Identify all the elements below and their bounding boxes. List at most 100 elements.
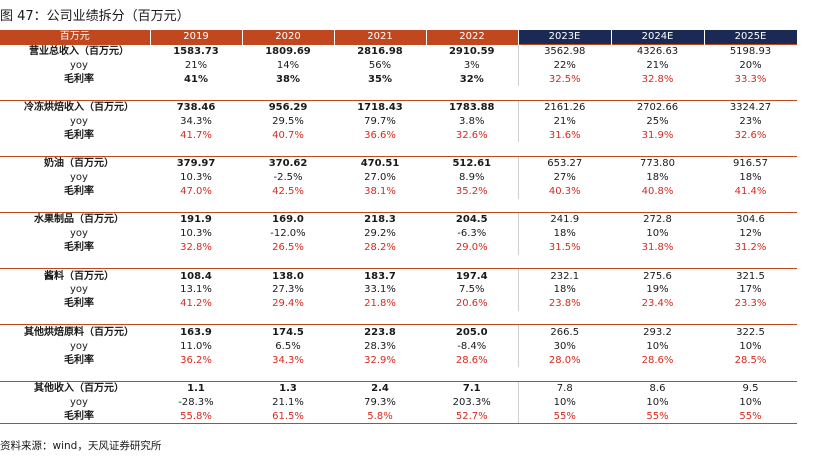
row-label: 其他烘焙原料（百万元）: [0, 324, 150, 340]
yoy-value: 21%: [646, 59, 669, 71]
revenue-value: 191.9: [150, 212, 242, 227]
segment-margin-row: 毛利率 36.2% 34.3% 32.9% 28.6% 28.0% 28.6% 28.5%: [0, 353, 797, 368]
margin-value: 26.5%: [272, 242, 304, 254]
margin-value: 55%: [517, 409, 611, 424]
revenue-value: 5198.93: [704, 43, 797, 59]
segment-yoy-row: yoy -28.3% 21.1% 79.3% 203.3% 10% 10% 10%: [0, 395, 797, 410]
yoy-value: 18%: [517, 282, 611, 297]
revenue-value: 232.1: [517, 268, 611, 283]
header-year-estimate: 2025E: [704, 30, 798, 45]
margin-value: 32.9%: [364, 354, 396, 366]
yoy-value: 14%: [276, 59, 300, 71]
revenue-value: 183.7: [334, 268, 426, 283]
segment-yoy-row: yoy 10.3% -12.0% 29.2% -6.3% 18% 10% 12%: [0, 226, 797, 241]
yoy-value: 21%: [184, 59, 208, 71]
segment-yoy-row: yoy 10.3% -2.5% 27.0% 8.9% 27% 18% 18%: [0, 170, 797, 185]
revenue-value: 2702.66: [611, 99, 704, 115]
yoy-value: -12.0%: [270, 228, 306, 240]
margin-value: 38.1%: [364, 186, 396, 198]
row-label: 毛利率: [64, 354, 94, 366]
segment-revenue-row: 水果制品（百万元） 191.9 169.0 218.3 204.5 241.9 272.8 3…: [0, 212, 797, 227]
row-label: 毛利率: [64, 298, 94, 310]
row-label: 酱料（百万元）: [0, 268, 150, 283]
row-label: yoy: [70, 340, 88, 352]
margin-value: 35.2%: [455, 186, 488, 198]
segment-margin-row: 毛利率 41% 38% 35% 32% 32.5% 32.8% 33.3%: [0, 72, 797, 87]
row-label: 毛利率: [0, 409, 150, 424]
yoy-value: 12%: [739, 228, 762, 240]
revenue-value: 512.61: [426, 155, 518, 171]
revenue-value: 1.3: [242, 380, 334, 396]
spacer-cell: [0, 255, 797, 269]
revenue-value: 653.27: [517, 155, 611, 171]
segment-yoy-row: yoy 34.3% 29.5% 79.7% 3.8% 21% 25% 23%: [0, 114, 797, 129]
yoy-value: -6.3%: [457, 228, 487, 240]
row-label: 水果制品（百万元）: [0, 212, 150, 227]
revenue-value: 3562.98: [517, 43, 611, 59]
margin-value: 42.5%: [272, 186, 304, 198]
revenue-value: 2910.59: [426, 43, 518, 59]
yoy-value: 79.3%: [364, 396, 396, 408]
revenue-value: 8.6: [611, 380, 704, 396]
yoy-value: 79.7%: [364, 115, 396, 127]
section-spacer: [0, 199, 797, 213]
revenue-value: 370.62: [242, 155, 334, 171]
margin-value: 55.8%: [150, 409, 242, 424]
margin-value: 29.4%: [272, 298, 304, 310]
margin-value: 34.3%: [272, 354, 304, 366]
yoy-value: -8.4%: [457, 340, 487, 352]
revenue-value: 174.5: [242, 324, 334, 340]
margin-value: 23.8%: [517, 296, 611, 311]
table-header-row: 百万元 2019 2020 2021 2022 2023E 2024E 2025…: [0, 30, 798, 45]
revenue-value: 272.8: [611, 212, 704, 227]
revenue-value: 2816.98: [334, 43, 426, 59]
margin-value: 31.5%: [517, 240, 611, 255]
margin-value: 23.3%: [734, 298, 767, 310]
yoy-value: 10.3%: [180, 228, 212, 240]
row-label: 冷冻烘焙收入（百万元）: [0, 99, 150, 115]
segment-revenue-row: 其他烘焙原料（百万元） 163.9 174.5 223.8 205.0 266.5 293.…: [0, 324, 797, 340]
margin-value: 55%: [611, 409, 704, 424]
yoy-value: -2.5%: [273, 171, 303, 183]
margin-value: 32%: [459, 73, 484, 85]
yoy-value: 7.5%: [459, 284, 485, 296]
yoy-value: -28.3%: [178, 396, 214, 408]
yoy-value: 8.9%: [459, 171, 485, 183]
segment-revenue-row: 酱料（百万元） 108.4 138.0 183.7 197.4 232.1 275.6 321…: [0, 268, 797, 283]
header-year: 2022: [426, 30, 519, 45]
yoy-value: 30%: [517, 339, 611, 354]
revenue-value: 4326.63: [611, 43, 704, 59]
yoy-value: 23%: [739, 115, 762, 127]
header-year: 2021: [334, 30, 427, 45]
revenue-value: 9.5: [704, 380, 797, 396]
row-label: 毛利率: [64, 242, 94, 254]
revenue-value: 108.4: [150, 268, 242, 283]
yoy-value: 6.5%: [275, 340, 301, 352]
margin-value: 40.8%: [641, 186, 674, 198]
segment-margin-row: 毛利率 55.8% 61.5% 5.8% 52.7% 55% 55% 55%: [0, 409, 797, 424]
revenue-value: 2.4: [334, 380, 426, 396]
financial-breakdown-table: 百万元 2019 2020 2021 2022 2023E 2024E 2025…: [0, 30, 798, 424]
row-label: 毛利率: [64, 129, 94, 141]
revenue-value: 738.46: [150, 99, 242, 115]
yoy-value: 29.5%: [272, 115, 304, 127]
margin-value: 61.5%: [242, 409, 334, 424]
row-label: 其他收入（百万元）: [0, 380, 150, 396]
yoy-value: 21%: [517, 114, 611, 129]
margin-value: 47.0%: [180, 186, 212, 198]
revenue-value: 1809.69: [242, 43, 334, 59]
segment-margin-row: 毛利率 47.0% 42.5% 38.1% 35.2% 40.3% 40.8% 41.4%: [0, 184, 797, 199]
revenue-value: 470.51: [334, 155, 426, 171]
revenue-value: 205.0: [426, 324, 518, 340]
header-year: 2020: [242, 30, 335, 45]
segment-revenue-row: 冷冻烘焙收入（百万元） 738.46 956.29 1718.43 1783.88 216…: [0, 99, 797, 115]
margin-value: 32.8%: [641, 73, 674, 85]
row-label: yoy: [70, 284, 88, 296]
segment-margin-row: 毛利率 41.2% 29.4% 21.8% 20.6% 23.8% 23.4% 23.3%: [0, 296, 797, 311]
margin-value: 55%: [704, 409, 797, 424]
yoy-value: 28.3%: [364, 340, 396, 352]
revenue-value: 1718.43: [334, 99, 426, 115]
segment-revenue-row: 其他收入（百万元） 1.1 1.3 2.4 7.1 7.8 8.6 9.5: [0, 380, 797, 396]
spacer-cell: [0, 199, 797, 213]
revenue-value: 773.80: [611, 155, 704, 171]
